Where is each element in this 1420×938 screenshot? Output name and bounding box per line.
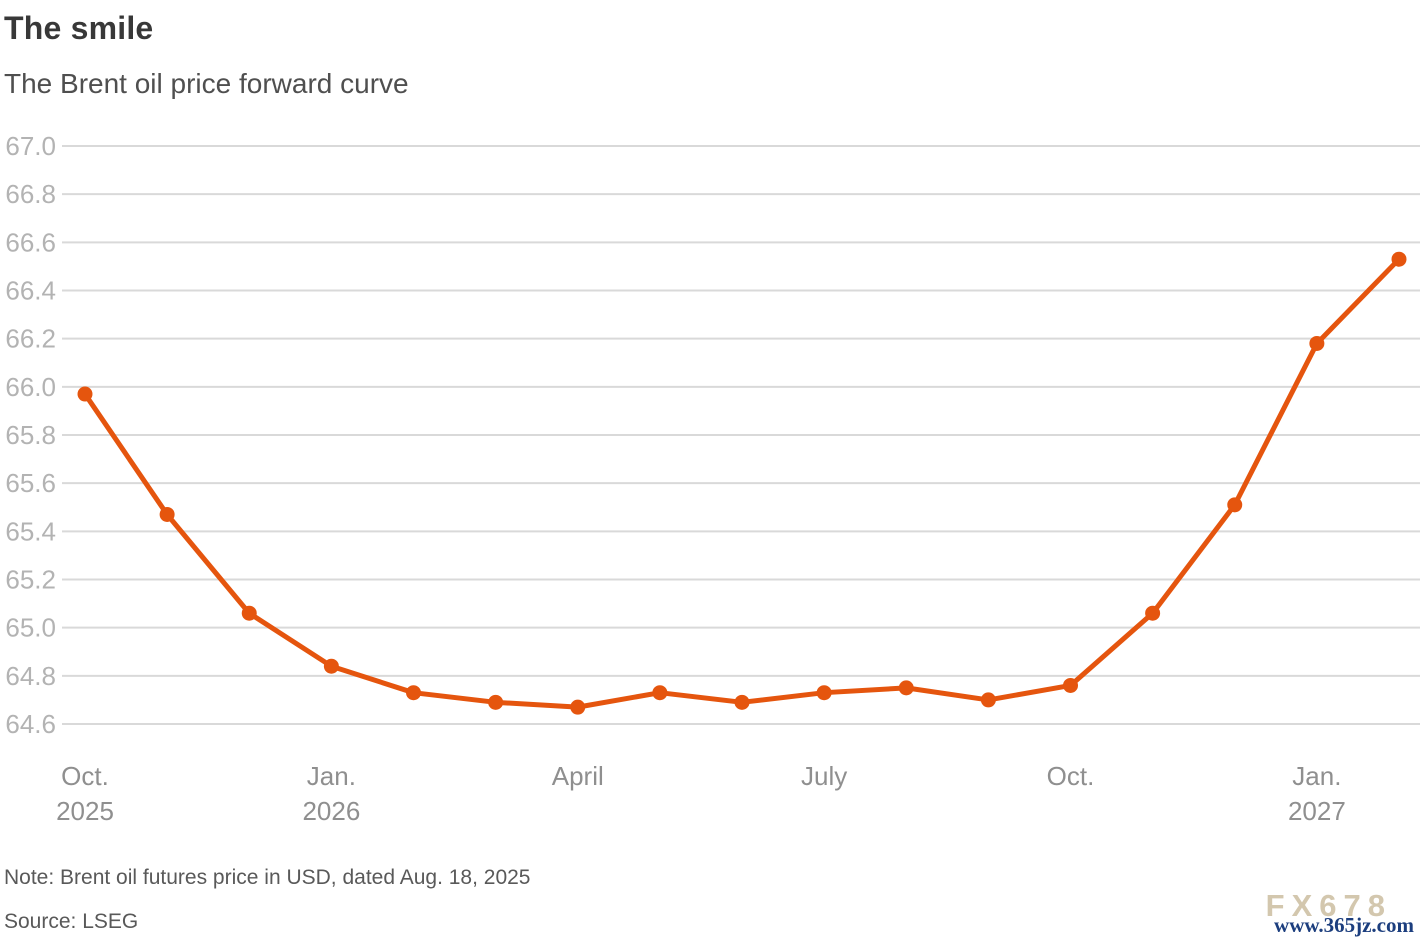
y-tick-label: 64.6 — [5, 709, 56, 739]
x-tick-label: April — [552, 761, 604, 791]
data-point — [570, 699, 586, 715]
y-tick-label: 66.2 — [5, 324, 56, 354]
data-point — [980, 692, 996, 708]
chart-title: The smile — [4, 10, 154, 46]
data-point — [898, 680, 914, 696]
y-tick-label: 66.6 — [5, 227, 56, 257]
x-tick-label: Oct. — [1047, 761, 1095, 791]
y-tick-label: 65.4 — [5, 516, 56, 546]
x-tick-label: Oct. — [61, 761, 109, 791]
data-point — [488, 694, 504, 710]
y-tick-label: 65.2 — [5, 565, 56, 595]
data-point — [241, 605, 257, 621]
watermark-brand: FX678 — [1265, 888, 1392, 923]
x-tick-label: July — [801, 761, 847, 791]
y-tick-label: 67.0 — [5, 131, 56, 161]
data-point — [1063, 677, 1078, 693]
y-tick-label: 65.6 — [5, 468, 56, 498]
data-point — [77, 386, 93, 402]
y-tick-label: 66.8 — [5, 179, 56, 209]
data-point — [406, 685, 421, 701]
y-tick-label: 66.0 — [5, 372, 56, 402]
data-point — [323, 658, 339, 674]
x-tick-year-label: 2025 — [56, 796, 114, 826]
y-tick-label: 65.0 — [5, 613, 56, 643]
data-point — [816, 685, 832, 701]
data-point — [159, 506, 175, 522]
watermark: FX678 www.365jz.com — [1266, 890, 1414, 936]
data-point — [1145, 605, 1161, 621]
y-tick-label: 64.8 — [5, 661, 56, 691]
data-point — [734, 694, 750, 710]
x-tick-label: Jan. — [307, 761, 356, 791]
x-tick-year-label: 2026 — [302, 796, 360, 826]
data-point — [652, 685, 668, 701]
watermark-url: www.365jz.com — [1274, 913, 1414, 937]
y-tick-label: 65.8 — [5, 420, 56, 450]
data-point — [1227, 497, 1243, 513]
chart-source: Source: LSEG — [4, 910, 139, 933]
data-point — [1391, 251, 1407, 267]
y-tick-label: 66.4 — [5, 276, 56, 306]
x-tick-year-label: 2027 — [1288, 796, 1346, 826]
x-tick-label: Jan. — [1292, 761, 1341, 791]
data-point — [1309, 335, 1325, 351]
chart-note: Note: Brent oil futures price in USD, da… — [4, 866, 531, 889]
chart-subtitle: The Brent oil price forward curve — [4, 68, 409, 99]
